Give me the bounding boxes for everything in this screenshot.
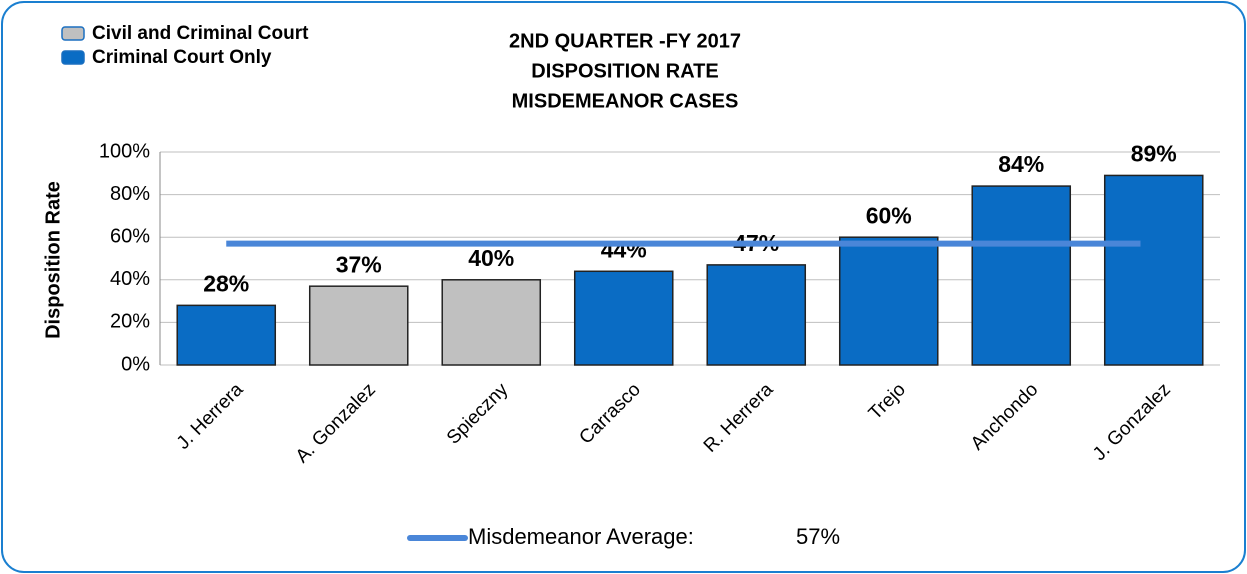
bar xyxy=(441,279,542,366)
bar xyxy=(573,270,674,366)
y-tick-label: 20% xyxy=(110,311,150,333)
y-tick-label: 100% xyxy=(99,140,150,162)
legend-label: Civil and Criminal Court xyxy=(92,23,309,44)
legend-label: Criminal Court Only xyxy=(92,47,272,68)
data-label: 40% xyxy=(468,245,514,271)
bar xyxy=(706,264,807,366)
bar xyxy=(838,236,939,366)
data-label: 84% xyxy=(998,151,1044,177)
y-axis-label: Disposition Rate xyxy=(42,181,64,339)
average-legend-value: 57% xyxy=(796,524,840,549)
y-tick-label: 40% xyxy=(110,268,150,290)
legend-swatch xyxy=(61,26,85,41)
data-label: 60% xyxy=(866,202,912,228)
average-legend-label: Misdemeanor Average: xyxy=(468,524,694,549)
data-label: 89% xyxy=(1131,141,1177,167)
chart-title: MISDEMEANOR CASES xyxy=(512,90,739,112)
data-label: 28% xyxy=(203,270,249,296)
bar xyxy=(308,285,409,366)
y-tick-label: 60% xyxy=(110,225,150,247)
bar xyxy=(1103,174,1204,366)
y-tick-label: 80% xyxy=(110,183,150,205)
chart-title: 2ND QUARTER -FY 2017 xyxy=(509,30,741,52)
bar xyxy=(971,185,1072,366)
y-tick-label: 0% xyxy=(121,353,150,375)
chart-title: DISPOSITION RATE xyxy=(531,60,718,82)
data-label: 44% xyxy=(601,236,647,262)
bar xyxy=(176,304,277,366)
legend-swatch xyxy=(61,50,85,65)
data-label: 37% xyxy=(336,251,382,277)
